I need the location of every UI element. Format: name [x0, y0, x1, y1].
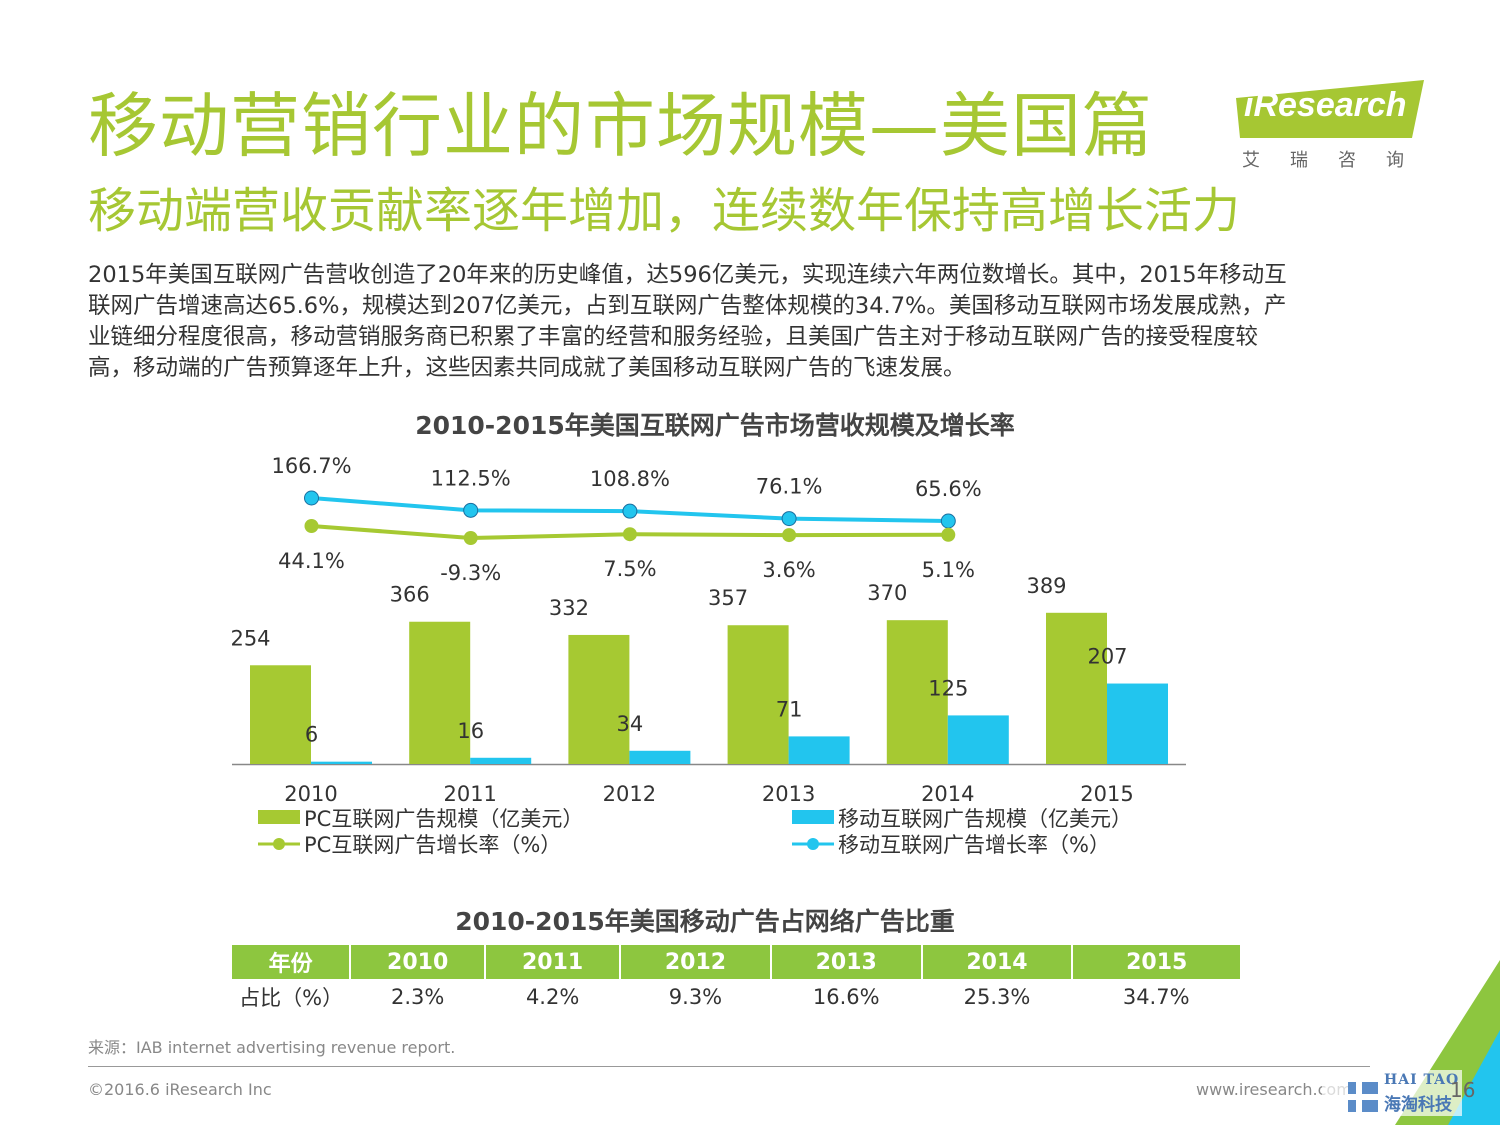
- label-mobile-growth-2014: 76.1%: [756, 475, 823, 499]
- bar-pc-2013: [727, 625, 789, 764]
- table-header-cell: 2011: [484, 945, 621, 979]
- bar-pc-2014: [886, 620, 948, 764]
- bar-label-pc-2013: 357: [708, 586, 748, 610]
- table-row: 占比（%） 2.3% 4.2% 9.3% 16.6% 25.3% 34.7%: [232, 979, 1240, 1015]
- bar-label-mobile-2014: 125: [928, 676, 968, 700]
- bar-label-mobile-2011: 16: [457, 719, 484, 743]
- label-pc-growth-2012: -9.3%: [440, 561, 501, 585]
- page-subtitle: 移动端营收贡献率逐年增加，连续数年保持高增长活力: [88, 183, 1241, 239]
- copyright: ©2016.6 iResearch Inc: [88, 1080, 272, 1099]
- bar-label-pc-2011: 366: [390, 583, 430, 607]
- label-pc-growth-2014: 3.6%: [762, 558, 815, 582]
- revenue-chart: 254 6 2010 366 16 2011 332 34 2012 357 71 2013 370 12…: [230, 454, 1186, 857]
- table-title: 2010-2015年美国移动广告占网络广告比重: [455, 907, 955, 936]
- legend-marker-2: [273, 838, 285, 850]
- table-cell: 16.6%: [812, 985, 880, 1009]
- bar-label-pc-2010: 254: [230, 626, 270, 650]
- label-pc-growth-2013: 7.5%: [603, 557, 656, 581]
- legend-swatch-1: [792, 810, 834, 824]
- table-header-cell: 2010: [349, 945, 486, 979]
- bar-pc-2010: [250, 665, 311, 764]
- legend-label-1: 移动互联网广告规模（亿美元）: [838, 807, 1132, 831]
- bar-label-pc-2012: 332: [549, 596, 589, 620]
- point-pc-growth-2012: [463, 531, 478, 545]
- table-row-label: 占比（%）: [239, 986, 344, 1010]
- label-pc-growth-2015: 5.1%: [922, 558, 975, 582]
- table-header-cell: 2014: [920, 945, 1073, 979]
- table-cell: 34.7%: [1122, 985, 1190, 1009]
- paragraph-line: 业链细分程度很高，移动营销服务商已积累了丰富的经营和服务经验，且美国广告主对于移…: [88, 324, 1259, 350]
- bar-mobile-2013: [788, 736, 850, 764]
- bar-label-mobile-2015: 207: [1087, 645, 1127, 669]
- table-cell: 25.3%: [963, 985, 1031, 1009]
- x-tick-2012: 2012: [603, 782, 656, 806]
- bar-label-pc-2014: 370: [867, 581, 907, 605]
- label-mobile-growth-2015: 65.6%: [915, 477, 982, 501]
- label-mobile-growth-2011: 166.7%: [271, 454, 351, 478]
- point-pc-growth-2015: [941, 527, 956, 542]
- point-pc-growth-2014: [782, 528, 797, 543]
- x-tick-2015: 2015: [1080, 782, 1133, 806]
- point-mobile-growth-2012: [463, 502, 479, 518]
- page-number: 16: [1450, 1078, 1476, 1102]
- bar-mobile-2015: [1107, 683, 1168, 764]
- chart-title: 2010-2015年美国互联网广告市场营收规模及增长率: [415, 411, 1015, 440]
- point-mobile-growth-2013: [622, 503, 638, 519]
- table-header-cell: 2015: [1071, 945, 1240, 979]
- table-cell: 9.3%: [668, 985, 723, 1009]
- bar-mobile-2012: [629, 750, 691, 764]
- table-header-cell: 年份: [232, 945, 351, 979]
- paragraph-line: 联网广告增速高达65.6%，规模达到207亿美元，占到互联网广告整体规模的34.…: [88, 293, 1287, 319]
- watermark-top: HAI TAO: [1384, 1072, 1460, 1088]
- legend-label-0: PC互联网广告规模（亿美元）: [304, 807, 583, 831]
- table-header-cell: 2013: [769, 945, 922, 979]
- point-mobile-growth-2011: [304, 490, 319, 506]
- logo-word: iResearch: [1244, 86, 1407, 124]
- haitao-logo-icon: [1348, 1082, 1378, 1112]
- x-tick-2011: 2011: [443, 782, 496, 806]
- intro-paragraph: 2015年美国互联网广告营收创造了20年来的历史峰值，达596亿美元，实现连续六…: [88, 260, 1418, 384]
- bar-label-mobile-2012: 34: [617, 712, 644, 736]
- label-mobile-growth-2013: 108.8%: [590, 467, 670, 491]
- watermark-bottom: 海淘科技: [1384, 1095, 1452, 1115]
- table-cell: 2.3%: [390, 985, 445, 1009]
- legend-label-3: 移动互联网广告增长率（%）: [838, 833, 1110, 857]
- bar-pc-2012: [568, 634, 630, 764]
- point-pc-growth-2013: [622, 527, 637, 542]
- table-header-cell: 2012: [619, 945, 771, 979]
- legend-marker-3: [807, 838, 819, 850]
- point-mobile-growth-2014: [781, 511, 797, 527]
- bar-mobile-2010: [311, 761, 372, 764]
- bar-pc-2015: [1046, 612, 1107, 764]
- bar-label-pc-2015: 389: [1026, 574, 1066, 598]
- logo-subtitle: 艾瑞咨询: [1242, 150, 1434, 171]
- bar-pc-2011: [409, 621, 471, 764]
- footer-divider: [88, 1066, 1370, 1067]
- paragraph-line: 2015年美国互联网广告营收创造了20年来的历史峰值，达596亿美元，实现连续六…: [88, 262, 1287, 288]
- x-tick-2014: 2014: [921, 782, 974, 806]
- mobile-share-table: 年份 2010 2011 2012 2013 2014 2015 占比（%） 2…: [232, 945, 1240, 1015]
- point-pc-growth-2011: [304, 519, 319, 533]
- iresearch-logo: iResearch 艾瑞咨询: [1236, 80, 1436, 180]
- legend-label-2: PC互联网广告增长率（%）: [304, 833, 561, 857]
- page-title: 移动营销行业的市场规模—美国篇: [88, 85, 1153, 167]
- logo-banner-icon: [1236, 80, 1424, 138]
- x-tick-2010: 2010: [284, 782, 337, 806]
- haitao-watermark: HAI TAO 海淘科技: [1322, 1070, 1462, 1116]
- label-mobile-growth-2012: 112.5%: [431, 466, 511, 490]
- bar-mobile-2011: [470, 757, 532, 764]
- bar-label-mobile-2013: 71: [776, 697, 803, 721]
- label-pc-growth-2011: 44.1%: [278, 549, 345, 573]
- table-cell: 4.2%: [525, 985, 580, 1009]
- source-note: 来源：IAB internet advertising revenue repo…: [88, 1038, 456, 1057]
- bar-mobile-2014: [947, 715, 1009, 764]
- paragraph-line: 高，移动端的广告预算逐年上升，这些因素共同成就了美国移动互联网广告的飞速发展。: [88, 355, 966, 381]
- table-header-row: 年份 2010 2011 2012 2013 2014 2015: [232, 945, 1240, 979]
- x-tick-2013: 2013: [762, 782, 815, 806]
- bar-label-mobile-2010: 6: [305, 723, 318, 747]
- point-mobile-growth-2015: [940, 513, 956, 529]
- legend-swatch-0: [258, 810, 300, 824]
